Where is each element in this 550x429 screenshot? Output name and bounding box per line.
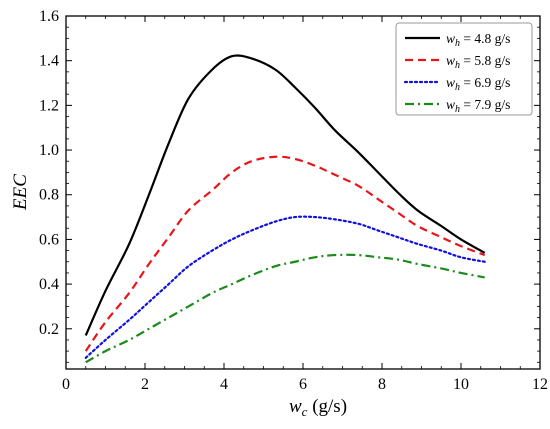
y-tick-label: 1.6 (39, 8, 59, 25)
y-tick-label: 1.0 (39, 142, 59, 159)
y-axis-label: EEC (10, 174, 31, 211)
legend-label-var: w (446, 53, 455, 68)
legend-label-eq: = 4.8 g/s (460, 31, 510, 46)
x-axis-label-unit: (g/s) (307, 396, 347, 417)
y-tick-label: 1.4 (39, 53, 59, 70)
legend-label-2: wh = 5.8 g/s (446, 53, 510, 71)
y-tick-label: 0.6 (39, 231, 59, 248)
legend-label-var: w (446, 31, 455, 46)
x-axis-label-sub: c (302, 404, 308, 419)
legend: wh = 4.8 g/swh = 5.8 g/swh = 6.9 g/swh =… (395, 22, 533, 116)
series-line-1 (84, 54, 486, 336)
legend-label-4: wh = 7.9 g/s (446, 97, 510, 115)
legend-label-eq: = 7.9 g/s (460, 97, 510, 112)
x-tick-label: 4 (220, 376, 228, 393)
x-tick-label: 0 (62, 376, 70, 393)
legend-label-sub: h (455, 38, 460, 49)
y-tick-label: 0.8 (39, 187, 59, 204)
legend-label-var: w (446, 75, 455, 90)
legend-box (395, 22, 533, 116)
x-tick-label: 8 (378, 376, 386, 393)
legend-label-sub: h (455, 82, 460, 93)
x-tick-label: 12 (532, 376, 548, 393)
series-line-4 (85, 253, 485, 364)
legend-label-1: wh = 4.8 g/s (446, 31, 510, 49)
y-tick-label: 1.2 (39, 97, 59, 114)
x-axis-label: wc (g/s) (289, 396, 347, 419)
series-line-2 (84, 155, 486, 352)
legend-label-eq: = 6.9 g/s (460, 75, 510, 90)
x-axis-label-var: w (289, 396, 302, 417)
series-line-3 (84, 215, 486, 359)
axis-ticks (65, 15, 541, 369)
axis-tick-labels: 0 2 4 6 8 10 12 0.2 0.4 0.6 0.8 1.0 1.2 1.4 1.6 (39, 8, 548, 393)
series-layer (84, 54, 486, 364)
x-tick-label: 6 (299, 376, 307, 393)
y-tick-label: 0.4 (39, 276, 59, 293)
x-tick-label: 2 (141, 376, 149, 393)
legend-label-3: wh = 6.9 g/s (446, 75, 510, 93)
legend-label-var: w (446, 97, 455, 112)
x-tick-label: 10 (453, 376, 469, 393)
y-tick-label: 0.2 (39, 321, 59, 338)
legend-label-eq: = 5.8 g/s (460, 53, 510, 68)
legend-label-sub: h (455, 104, 460, 115)
legend-label-sub: h (455, 60, 460, 71)
